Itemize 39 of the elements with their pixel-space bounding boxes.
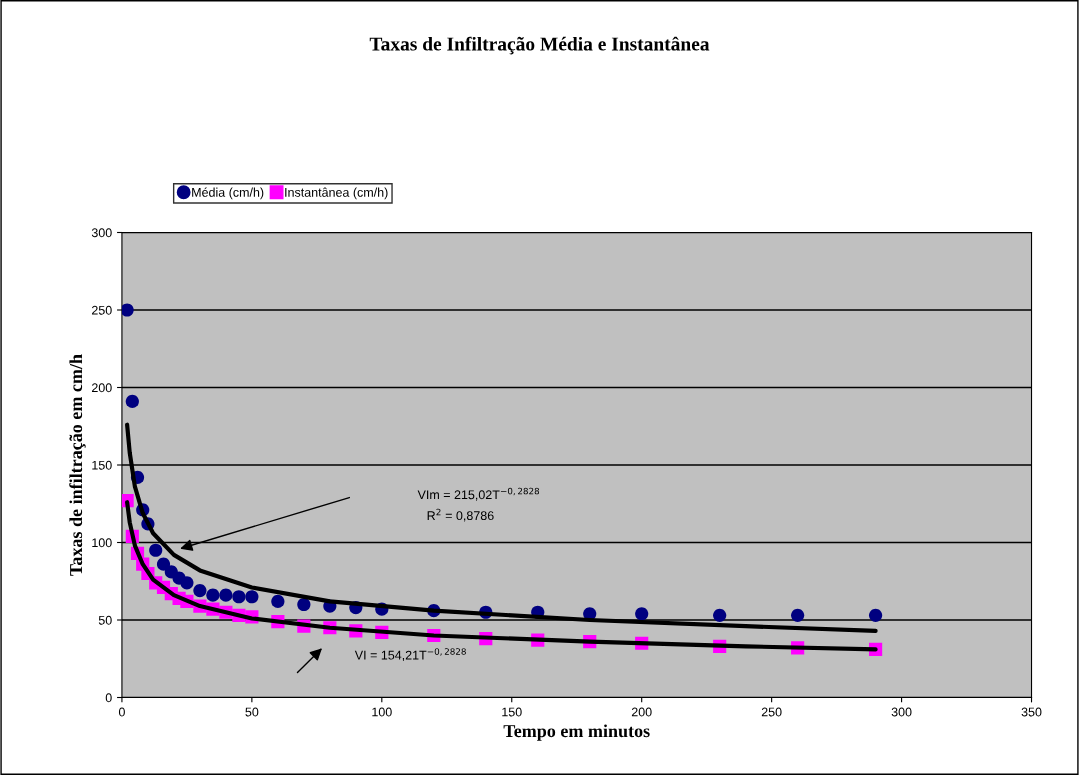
- chart-title: Taxas de Infiltração Média e Instantânea: [369, 36, 710, 55]
- x-tick-label: 50: [245, 707, 259, 717]
- y-axis-title: Taxas de infiltração em cm/h: [69, 354, 86, 576]
- x-tick-label: 150: [502, 707, 522, 717]
- point: [232, 590, 246, 604]
- x-tick-label: 250: [761, 707, 782, 717]
- point: [713, 608, 727, 622]
- point: [297, 597, 311, 612]
- y-tick-label: 50: [98, 615, 112, 625]
- x-axis-title: Tempo em minutos: [503, 724, 650, 741]
- annotation: VIm = 215,02T$^{−0,2828}$: [417, 487, 540, 501]
- point: [271, 594, 285, 608]
- point: [121, 303, 134, 317]
- y-tick-label: 200: [91, 383, 112, 393]
- point: [180, 576, 194, 590]
- x-tick-label: 100: [372, 707, 392, 717]
- x-tick-label: 300: [891, 707, 912, 717]
- annotation: VI = 154,21T$^{−0,2828}$: [354, 648, 466, 662]
- x-tick-label: 200: [631, 707, 652, 717]
- point: [206, 588, 220, 602]
- y-tick-label: 250: [91, 305, 112, 315]
- x-tick-label: 350: [1021, 707, 1042, 717]
- point: [219, 588, 233, 602]
- y-tick-label: 150: [92, 460, 112, 470]
- y-tick-label: 100: [92, 538, 112, 548]
- point: [193, 583, 207, 598]
- legend-label: Instantânea (cm/h): [285, 187, 388, 200]
- point: [149, 543, 163, 557]
- y-tick-label: 0: [105, 693, 112, 703]
- annotation: R$^{2}$ = 0,8786: [427, 508, 494, 522]
- legend-label: Média (cm/h): [192, 187, 264, 200]
- point: [156, 557, 171, 571]
- point: [635, 607, 649, 621]
- point: [245, 590, 259, 604]
- x-tick-label: 0: [118, 707, 125, 717]
- point: [869, 608, 883, 622]
- point: [125, 394, 139, 409]
- y-tick-label: 300: [91, 228, 112, 238]
- point: [791, 608, 805, 622]
